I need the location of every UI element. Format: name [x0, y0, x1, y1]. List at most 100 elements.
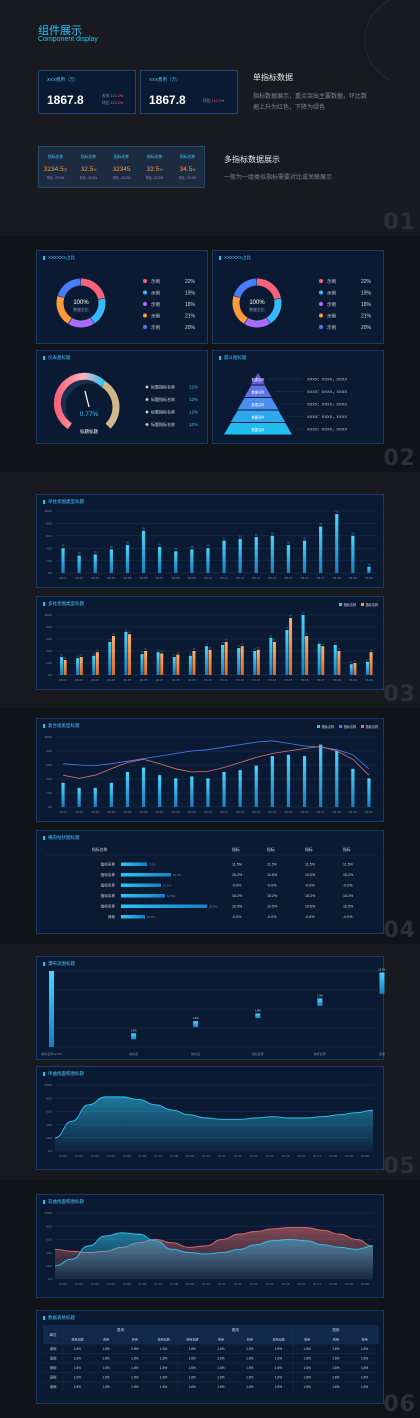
bar-value-label: 10 [368, 563, 371, 566]
legend-value: 12% [189, 410, 198, 415]
panel-title: 漏斗图标题 [219, 355, 247, 361]
hbar [121, 894, 165, 898]
bar-value-label: 50 [334, 643, 337, 645]
x-tick-label: 07-06 [139, 1154, 147, 1158]
table-cell: 1.6% [74, 1366, 81, 1370]
table-cell: 1.6% [361, 1385, 368, 1389]
multi-kpi-sub: 环比 -23.3% [178, 176, 197, 180]
x-tick-label: 07-20 [361, 1154, 369, 1158]
x-tick-label: 07-18 [329, 1282, 337, 1286]
funnel-level-label: 数据名称 [252, 402, 266, 407]
bar-value-label: 40 [338, 649, 341, 651]
legend-dot-icon [143, 302, 147, 306]
waterfall-value-label: 1.9% [255, 1009, 262, 1013]
bar [367, 566, 371, 573]
table-subheader: 费用 [103, 1337, 109, 1342]
x-tick-label: 07-08 [170, 1282, 178, 1286]
table-cell: 11.5% [267, 863, 278, 867]
x-tick-label: 指标名称 [252, 1051, 264, 1056]
gauge-arc-rest [101, 381, 120, 429]
bar [76, 658, 80, 675]
bar-value-label: 30 [173, 655, 176, 657]
x-tick-label: 06-13 [252, 810, 260, 814]
bar [337, 651, 341, 675]
x-tick-label: 06-19 [349, 678, 357, 682]
legend-dot-icon [143, 325, 147, 329]
bar [319, 526, 323, 573]
bar-value-label: 38 [191, 546, 194, 549]
table-cell: -0.0% [305, 884, 315, 888]
table-subheader: 费用本期 [158, 1337, 170, 1342]
funnel-line-label: XXXX：XXXX，XXXX [307, 389, 347, 394]
bar [253, 651, 257, 675]
funnel-panel: 漏斗图标题 数据名称 XXXX：XXXX，XXXX 数据名称 XXXX：XXXX，XX… [212, 350, 384, 444]
hbar-value-label: 15.2% [173, 873, 181, 877]
multi-kpi-label: 指标名称 [146, 155, 163, 159]
table-header: 指标名称 [92, 847, 107, 852]
table-cell: 1.6% [131, 1376, 138, 1380]
bar [335, 751, 339, 807]
table-cell: 1.6% [246, 1376, 253, 1380]
y-tick-label: 20.0 [46, 559, 52, 563]
legend-name: 示例 [327, 278, 336, 285]
x-tick-label: 06-15 [285, 678, 293, 682]
table-cell: 1.6% [332, 1376, 339, 1380]
bar [206, 548, 210, 573]
waterfall-bar [255, 1013, 261, 1019]
kpi-row-key: 环比 [203, 99, 211, 103]
y-tick-label: 100.0 [44, 509, 52, 513]
bar [109, 782, 113, 807]
x-tick-label: 07-09 [186, 1154, 194, 1158]
legend-dot-icon [319, 290, 323, 295]
legend-dot-icon [319, 325, 323, 329]
table-row-name: 深圳 [50, 1356, 57, 1361]
bar-value-label: 68 [142, 527, 145, 530]
table-cell: 11.5% [343, 863, 354, 867]
kpi-row-value: 112.2% [211, 99, 225, 103]
area-line [54, 1232, 374, 1267]
donut-slice [90, 298, 106, 324]
table-cell: 15.2% [267, 894, 278, 898]
bar-value-label: 40 [144, 649, 147, 651]
legend-name: 指标名称 [344, 724, 358, 729]
y-tick-label: 40.0 [46, 546, 52, 550]
legend-swatch-icon [317, 725, 320, 728]
legend-name: 示例 [327, 301, 336, 308]
panel-title: 双曲线面积图标题 [43, 1199, 84, 1205]
table-cell: 1.6% [160, 1357, 167, 1361]
x-tick-label: 07-04 [107, 1154, 115, 1158]
x-tick-label: 06-01 [59, 810, 67, 814]
x-tick-label: 06-04 [108, 810, 116, 814]
bar [254, 537, 258, 573]
bar [190, 549, 194, 573]
bar [224, 642, 228, 675]
bar-value-label: 28 [78, 552, 81, 555]
waterfall-chart: 指标名称12.6% 1.9% 指标名 1.9% 指标名 1.9% 指标名称 1.9% 指标名称 1… [41, 968, 385, 1056]
section-number: 05 [383, 1154, 416, 1179]
table-cell: 1.6% [160, 1347, 167, 1351]
bar [270, 756, 274, 807]
bar-value-label: 25 [64, 658, 67, 660]
bar [109, 549, 113, 573]
table-cell: 10.5% [305, 873, 316, 877]
bar-value-label: 95 [335, 511, 338, 514]
table-row-name: 深圳 [50, 1365, 57, 1370]
x-tick-label: 07-17 [314, 1154, 322, 1158]
panel-title: 多柱状图类型标题 [43, 601, 84, 607]
single-bar-panel: 单柱状图类型标题 0.0 20.0 40.0 60.0 80.0 100.0 06-01 06… [36, 494, 384, 588]
bar-value-label: 38 [157, 650, 160, 652]
bar [95, 652, 99, 675]
y-tick-label: 60.0 [46, 763, 52, 767]
x-tick-label: 07-10 [202, 1282, 210, 1286]
bar [79, 657, 83, 675]
x-tick-label: 06-08 [172, 810, 180, 814]
bar [222, 540, 226, 573]
x-tick-label: 07-19 [345, 1154, 353, 1158]
x-tick-label: 07-15 [282, 1282, 290, 1286]
legend-name: 示例 [151, 278, 160, 285]
table-header: 指标 [232, 847, 240, 852]
area-fill [55, 1096, 373, 1151]
bar-value-label: 58 [255, 534, 258, 537]
bar [156, 652, 160, 675]
x-tick-label: 06-05 [124, 576, 132, 580]
